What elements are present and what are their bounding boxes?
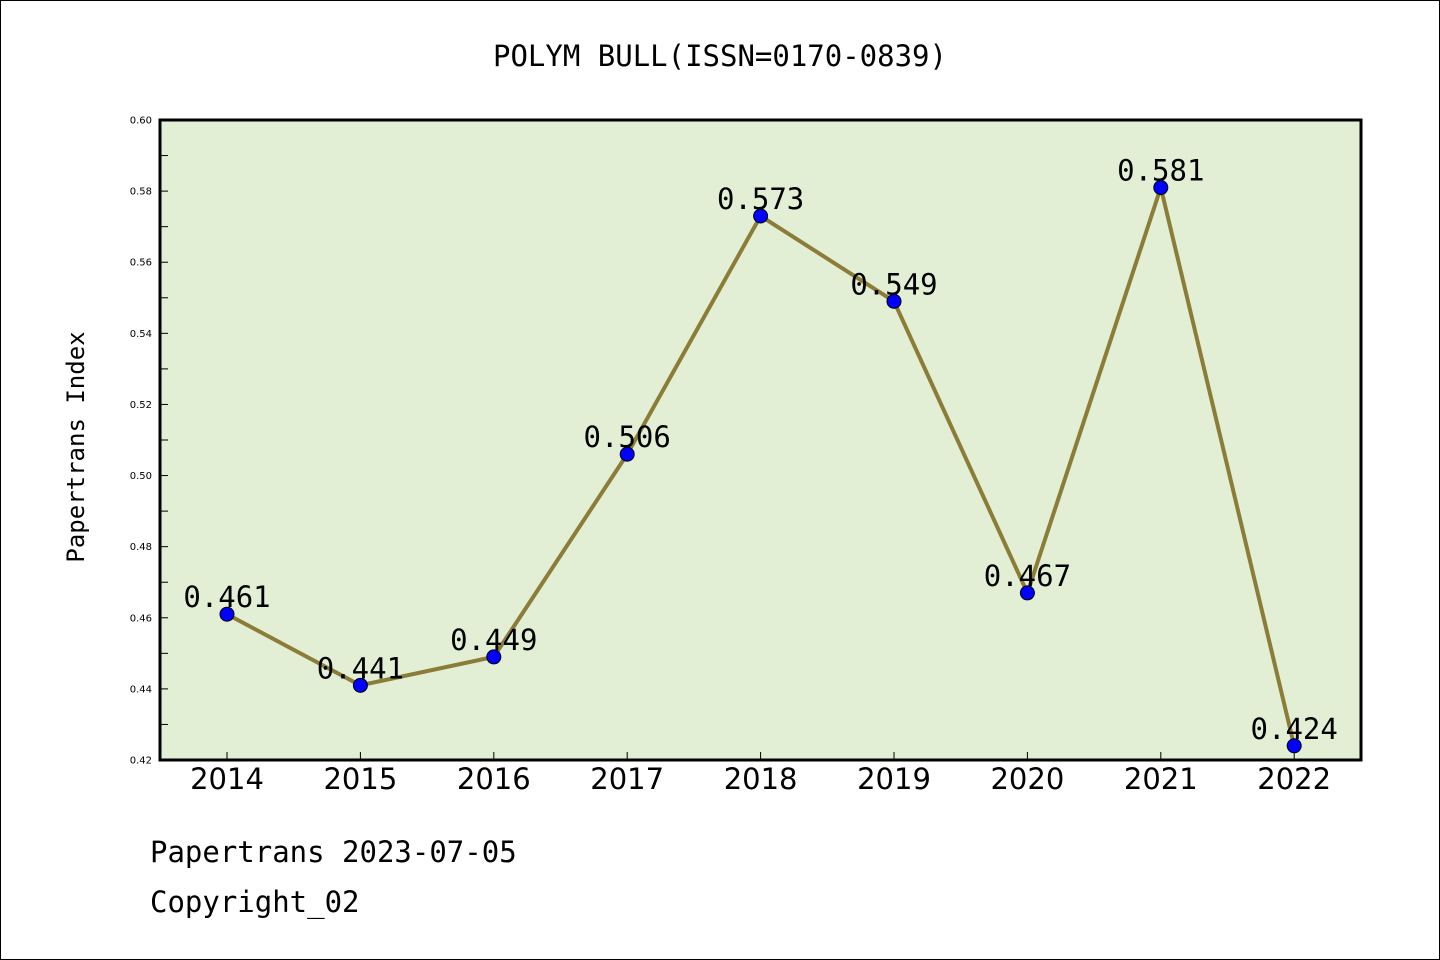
y-tick-label: 0.56 <box>130 258 152 269</box>
data-labels: 0.461 0.441 0.449 0.506 0.573 0.549 0.467 0.581… <box>183 154 1338 746</box>
data-label: 0.506 <box>584 420 671 454</box>
data-label: 0.449 <box>450 623 537 657</box>
plot-area <box>158 118 1363 762</box>
x-tick-label: 2022 <box>1257 762 1331 796</box>
data-point <box>1286 738 1302 754</box>
data-point <box>753 208 769 224</box>
y-tick-label: 0.52 <box>130 400 152 411</box>
data-point <box>1153 180 1169 196</box>
y-tick-label: 0.42 <box>130 756 152 767</box>
y-tick-label: 0.58 <box>130 187 152 198</box>
x-tick-label: 2017 <box>590 762 664 796</box>
data-point <box>1019 585 1035 601</box>
y-tick-label: 0.46 <box>130 613 152 624</box>
data-label: 0.424 <box>1251 712 1338 746</box>
data-label: 0.549 <box>850 267 937 301</box>
x-tick-label: 2016 <box>457 762 531 796</box>
data-markers <box>219 180 1302 754</box>
footer-copyright-text: Copyright_02 <box>150 885 360 919</box>
y-axis-ticks: 0.42 0.44 0.46 0.48 0.50 0.52 0.54 0.56 0.58 0.60 <box>130 116 168 767</box>
x-tick-label: 2018 <box>724 762 798 796</box>
x-tick-label: 2019 <box>857 762 931 796</box>
y-tick-label: 0.44 <box>130 684 152 695</box>
data-point <box>352 677 368 693</box>
footer-date-text: Papertrans 2023-07-05 <box>150 835 517 869</box>
data-point <box>619 446 635 462</box>
chart-title: POLYM BULL(ISSN=0170-0839) <box>493 39 947 73</box>
y-tick-label: 0.60 <box>130 116 152 127</box>
x-tick-label: 2014 <box>190 762 264 796</box>
data-label: 0.441 <box>317 651 404 685</box>
data-label: 0.461 <box>183 580 270 614</box>
data-label: 0.573 <box>717 182 804 216</box>
data-point <box>486 649 502 665</box>
x-axis-ticks: 2014 2015 2016 2017 2018 2019 2020 2021 2022 <box>190 752 1331 796</box>
x-tick-label: 2021 <box>1124 762 1198 796</box>
y-axis-label: Papertrans Index <box>62 331 90 562</box>
y-tick-label: 0.54 <box>130 329 152 340</box>
y-tick-label: 0.48 <box>130 542 152 553</box>
data-label: 0.467 <box>984 559 1071 593</box>
data-label: 0.581 <box>1117 154 1204 188</box>
y-tick-label: 0.50 <box>130 471 152 482</box>
data-point <box>886 293 902 309</box>
x-tick-label: 2015 <box>323 762 397 796</box>
data-point <box>219 606 235 622</box>
x-tick-label: 2020 <box>990 762 1064 796</box>
